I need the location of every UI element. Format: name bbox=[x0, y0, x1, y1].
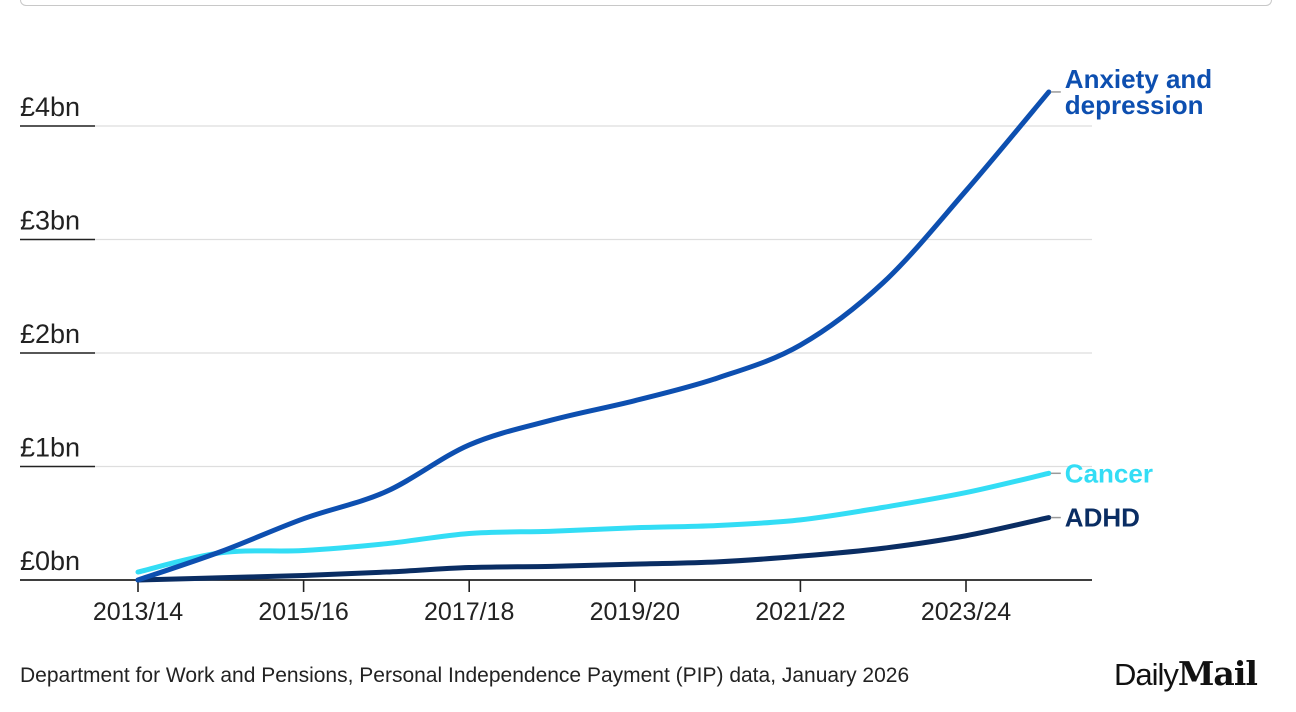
gridlines bbox=[20, 125, 1092, 468]
series-line-adhd bbox=[135, 515, 1052, 583]
series-label-line: Anxiety and bbox=[1065, 64, 1212, 94]
series-line-anxiety-and-depression bbox=[135, 89, 1052, 583]
y-tick-label: £0bn bbox=[20, 546, 80, 576]
y-tick-label: £3bn bbox=[20, 206, 80, 236]
series-label-line: ADHD bbox=[1065, 503, 1140, 533]
y-tick-label: £1bn bbox=[20, 433, 80, 463]
series-label-adhd: ADHD bbox=[1065, 503, 1140, 533]
logo-mail-text: Mail bbox=[1177, 654, 1258, 693]
y-axis-ticks: £0bn £1bn £2bn £3bn £4bn bbox=[20, 92, 80, 576]
daily-mail-logo: DailyMail bbox=[1114, 654, 1258, 701]
x-tick-label: 2015/16 bbox=[258, 598, 348, 626]
series-label-line: depression bbox=[1065, 90, 1204, 120]
series-label-cancer: Cancer bbox=[1065, 458, 1153, 488]
series-line-cancer bbox=[135, 470, 1052, 575]
source-note: Department for Work and Pensions, Person… bbox=[20, 664, 910, 687]
logo-daily-text: Daily bbox=[1114, 657, 1179, 692]
series-label-anxiety-and-depression: Anxiety and depression bbox=[1065, 64, 1212, 120]
x-tick-label: 2023/24 bbox=[921, 598, 1011, 626]
y-tick-label: £4bn bbox=[20, 92, 80, 122]
x-tick-label: 2013/14 bbox=[93, 598, 183, 626]
x-tick-label: 2021/22 bbox=[755, 598, 845, 626]
x-tick-label: 2019/20 bbox=[590, 598, 680, 626]
series-lines bbox=[135, 89, 1052, 583]
x-axis: 2013/14 2015/16 2017/18 2019/20 2021/22 2023/… bbox=[20, 579, 1092, 626]
y-tick-label: £2bn bbox=[20, 319, 80, 349]
series-labels: Anxiety and depression Cancer ADHD bbox=[1050, 64, 1212, 533]
x-tick-label: 2017/18 bbox=[424, 598, 514, 626]
series-label-line: Cancer bbox=[1065, 458, 1153, 488]
